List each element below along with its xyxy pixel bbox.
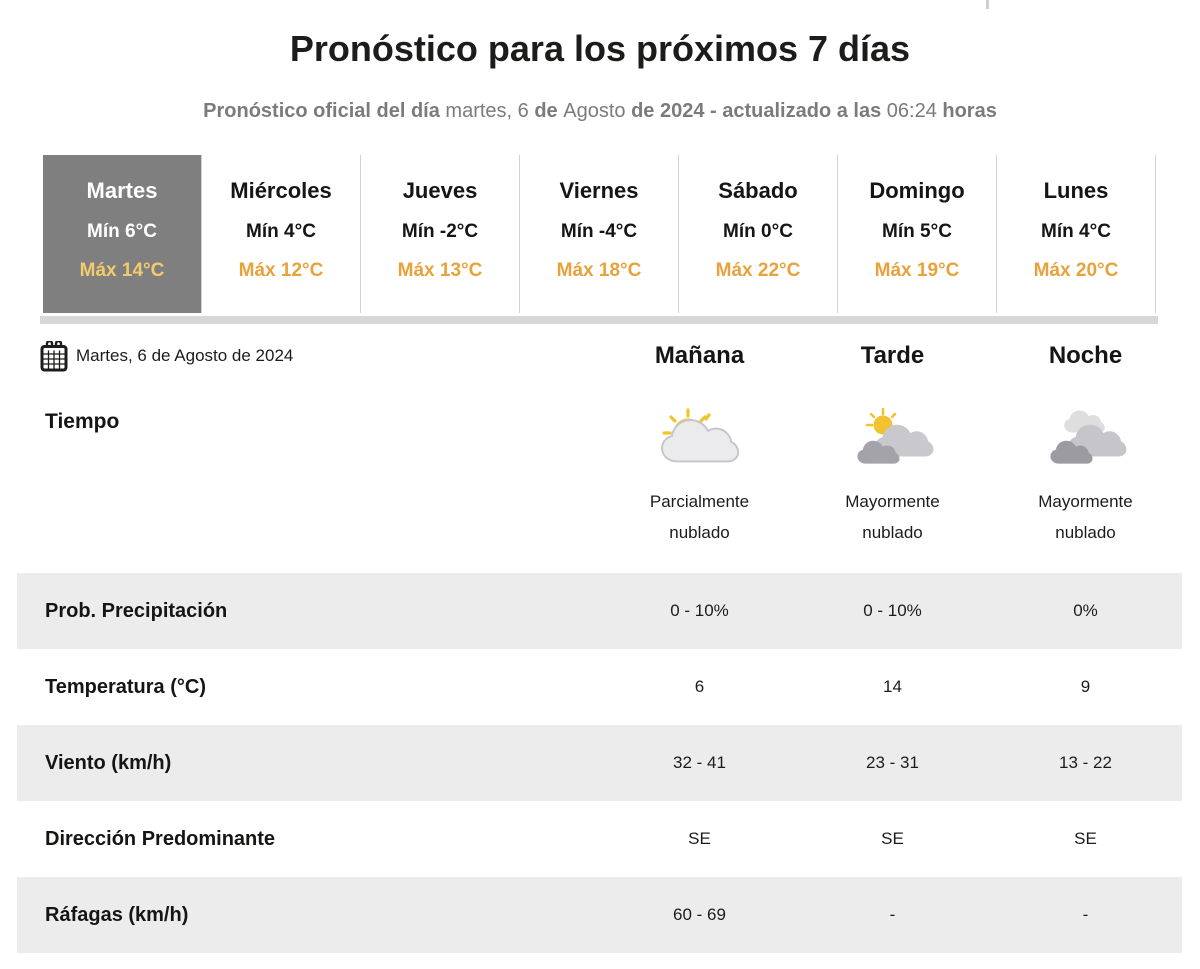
subtitle-part: martes, 6 <box>445 100 535 122</box>
row-value: 9 <box>1080 677 1091 696</box>
day-tab-lunes[interactable]: Lunes Mín 4°C Máx 20°C <box>996 155 1155 313</box>
sun-behind-cloud-icon <box>658 406 742 468</box>
day-tab-sabado[interactable]: Sábado Mín 0°C Máx 22°C <box>678 155 837 313</box>
row-label: Viento (km/h) <box>45 751 172 774</box>
day-tab-martes[interactable]: Martes Mín 6°C Máx 14°C <box>43 155 201 313</box>
day-tab-name: Miércoles <box>230 178 332 203</box>
forecast-table-row: Prob. Precipitación 0 - 10% 0 - 10% 0% <box>17 573 1182 649</box>
row-value: 0% <box>1073 601 1098 620</box>
cloudy-night-icon <box>1044 406 1128 468</box>
condition-cell: Parcialmente nublado <box>603 406 796 548</box>
day-tab-name: Viernes <box>559 178 639 203</box>
row-value: SE <box>1074 829 1097 848</box>
row-value: 6 <box>694 677 705 696</box>
weather-conditions-row: Tiempo Parcialmente nublado <box>17 406 1182 546</box>
day-tab-viernes[interactable]: Viernes Mín -4°C Máx 18°C <box>519 155 678 313</box>
condition-label: Parcialmente nublado <box>649 492 750 542</box>
page-title: Pronóstico para los próximos 7 días <box>289 28 911 69</box>
day-tab-max-temp: Máx 18°C <box>556 260 642 281</box>
subtitle-part: de <box>534 100 564 122</box>
day-tab-name: Martes <box>86 178 158 203</box>
row-value: - <box>889 905 896 924</box>
forecast-table-row: Viento (km/h) 32 - 41 23 - 31 13 - 22 <box>17 725 1182 801</box>
day-tab-min-temp: Mín -2°C <box>401 221 479 242</box>
day-tab-name: Domingo <box>869 178 965 203</box>
subtitle-part: Pronóstico oficial del día <box>203 100 446 122</box>
day-tab-min-temp: Mín 4°C <box>246 221 316 242</box>
day-tab-min-temp: Mín 4°C <box>1041 221 1111 242</box>
day-tab-domingo[interactable]: Domingo Mín 5°C Máx 19°C <box>837 155 996 313</box>
tabs-underbar <box>40 316 1158 324</box>
selected-date-label: Martes, 6 de Agosto de 2024 <box>76 346 294 365</box>
row-value: 23 - 31 <box>866 753 919 772</box>
selected-date: Martes, 6 de Agosto de 2024 <box>17 340 603 372</box>
day-tab-max-temp: Máx 20°C <box>1033 260 1119 281</box>
subtitle-part: Agosto <box>563 100 632 122</box>
subtitle-part: de 2024 - actualizado a las <box>631 100 887 122</box>
day-tab-min-temp: Mín 0°C <box>723 221 793 242</box>
row-value: SE <box>688 829 711 848</box>
day-tab-max-temp: Máx 13°C <box>397 260 483 281</box>
day-tab-max-temp: Máx 19°C <box>874 260 960 281</box>
row-value: 13 - 22 <box>1059 753 1112 772</box>
day-tabs-strip: Martes Mín 6°C Máx 14°C Miércoles Mín 4°C Máx… <box>43 155 1156 313</box>
condition-label: Mayormente nublado <box>1038 492 1133 542</box>
day-tab-miercoles[interactable]: Miércoles Mín 4°C Máx 12°C <box>201 155 360 313</box>
forecast-table-row: Dirección Predominante SE SE SE <box>17 801 1182 877</box>
condition-cell: Mayormente nublado <box>989 406 1182 548</box>
row-value: SE <box>881 829 904 848</box>
row-value: 14 <box>883 677 902 696</box>
row-value: - <box>1082 905 1089 924</box>
page-subtitle: Pronóstico oficial del día martes, 6 de … <box>0 100 1200 123</box>
day-tab-name: Lunes <box>1043 178 1109 203</box>
row-label: Ráfagas (km/h) <box>45 903 189 926</box>
period-header-morning: Mañana <box>654 342 745 369</box>
detail-header-row: Martes, 6 de Agosto de 2024 Mañana Tarde… <box>17 338 1182 374</box>
forecast-table-row: Temperatura (°C) 6 14 9 <box>17 649 1182 725</box>
day-tab-name: Sábado <box>718 178 798 203</box>
row-label: Prob. Precipitación <box>45 599 228 622</box>
period-header-night: Noche <box>1048 342 1123 369</box>
row-value: 60 - 69 <box>673 905 726 924</box>
sun-behind-clouds-icon <box>851 406 935 468</box>
day-tab-max-temp: Máx 14°C <box>79 260 165 281</box>
day-tab-min-temp: Mín 5°C <box>882 221 952 242</box>
day-tab-min-temp: Mín -4°C <box>560 221 638 242</box>
day-tab-max-temp: Máx 12°C <box>238 260 324 281</box>
row-value: 0 - 10% <box>670 601 729 620</box>
day-tab-name: Jueves <box>402 178 478 203</box>
subtitle-part: 06:24 <box>886 100 943 122</box>
subtitle-part: horas <box>942 100 997 122</box>
day-tab-min-temp: Mín 6°C <box>87 221 157 242</box>
day-tab-max-temp: Máx 22°C <box>715 260 801 281</box>
calendar-icon <box>40 340 68 371</box>
weather-row-label: Tiempo <box>45 410 120 433</box>
day-tab-jueves[interactable]: Jueves Mín -2°C Máx 13°C <box>360 155 519 313</box>
row-value: 32 - 41 <box>673 753 726 772</box>
condition-label: Mayormente nublado <box>845 492 940 542</box>
period-header-afternoon: Tarde <box>860 342 925 369</box>
row-label: Temperatura (°C) <box>45 675 206 698</box>
row-label: Dirección Predominante <box>45 827 276 850</box>
condition-cell: Mayormente nublado <box>796 406 989 548</box>
forecast-table-row: Ráfagas (km/h) 60 - 69 - - <box>17 877 1182 953</box>
row-value: 0 - 10% <box>863 601 922 620</box>
top-edge-tick <box>986 0 989 9</box>
